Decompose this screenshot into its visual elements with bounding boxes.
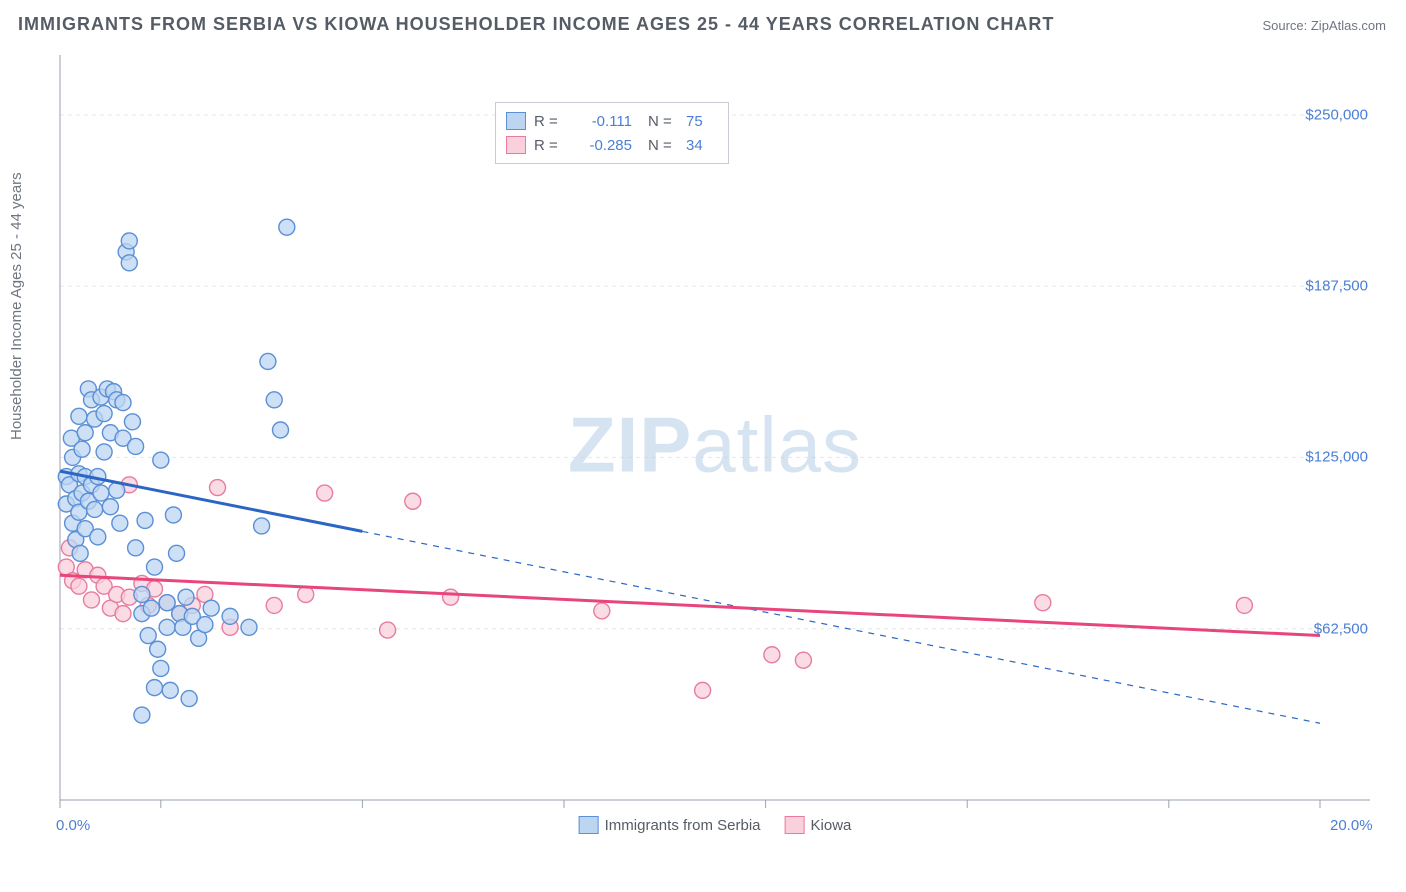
source-attribution: Source: ZipAtlas.com xyxy=(1262,18,1386,33)
r-label: R = xyxy=(534,113,564,130)
swatch-kiowa xyxy=(506,136,526,154)
legend-label-serbia: Immigrants from Serbia xyxy=(605,817,761,834)
n-value-serbia: 75 xyxy=(686,113,716,130)
legend-row-serbia: R = -0.111 N = 75 xyxy=(506,109,716,133)
n-label: N = xyxy=(648,137,678,154)
scatter-plot: ZIPatlas R = -0.111 N = 75 R = -0.285 N … xyxy=(50,50,1380,840)
r-label: R = xyxy=(534,137,564,154)
y-tick-label: $187,500 xyxy=(1305,278,1368,295)
n-value-kiowa: 34 xyxy=(686,137,716,154)
y-tick-label: $62,500 xyxy=(1314,620,1368,637)
series-legend: Immigrants from Serbia Kiowa xyxy=(579,816,852,834)
r-value-kiowa: -0.285 xyxy=(572,137,632,154)
legend-item-serbia: Immigrants from Serbia xyxy=(579,816,761,834)
legend-label-kiowa: Kiowa xyxy=(811,817,852,834)
n-label: N = xyxy=(648,113,678,130)
x-tick-label-left: 0.0% xyxy=(56,817,90,834)
swatch-serbia xyxy=(506,112,526,130)
chart-title: IMMIGRANTS FROM SERBIA VS KIOWA HOUSEHOL… xyxy=(18,14,1054,35)
legend-row-kiowa: R = -0.285 N = 34 xyxy=(506,133,716,157)
y-tick-label: $125,000 xyxy=(1305,449,1368,466)
y-axis-label: Householder Income Ages 25 - 44 years xyxy=(8,172,25,440)
y-tick-label: $250,000 xyxy=(1305,106,1368,123)
source-link[interactable]: ZipAtlas.com xyxy=(1311,18,1386,33)
swatch-serbia xyxy=(579,816,599,834)
swatch-kiowa xyxy=(785,816,805,834)
chart-canvas xyxy=(50,50,1380,840)
legend-item-kiowa: Kiowa xyxy=(785,816,852,834)
source-label: Source: xyxy=(1262,18,1310,33)
r-value-serbia: -0.111 xyxy=(572,113,632,130)
x-tick-label-right: 20.0% xyxy=(1330,817,1373,834)
correlation-legend: R = -0.111 N = 75 R = -0.285 N = 34 xyxy=(495,102,729,164)
